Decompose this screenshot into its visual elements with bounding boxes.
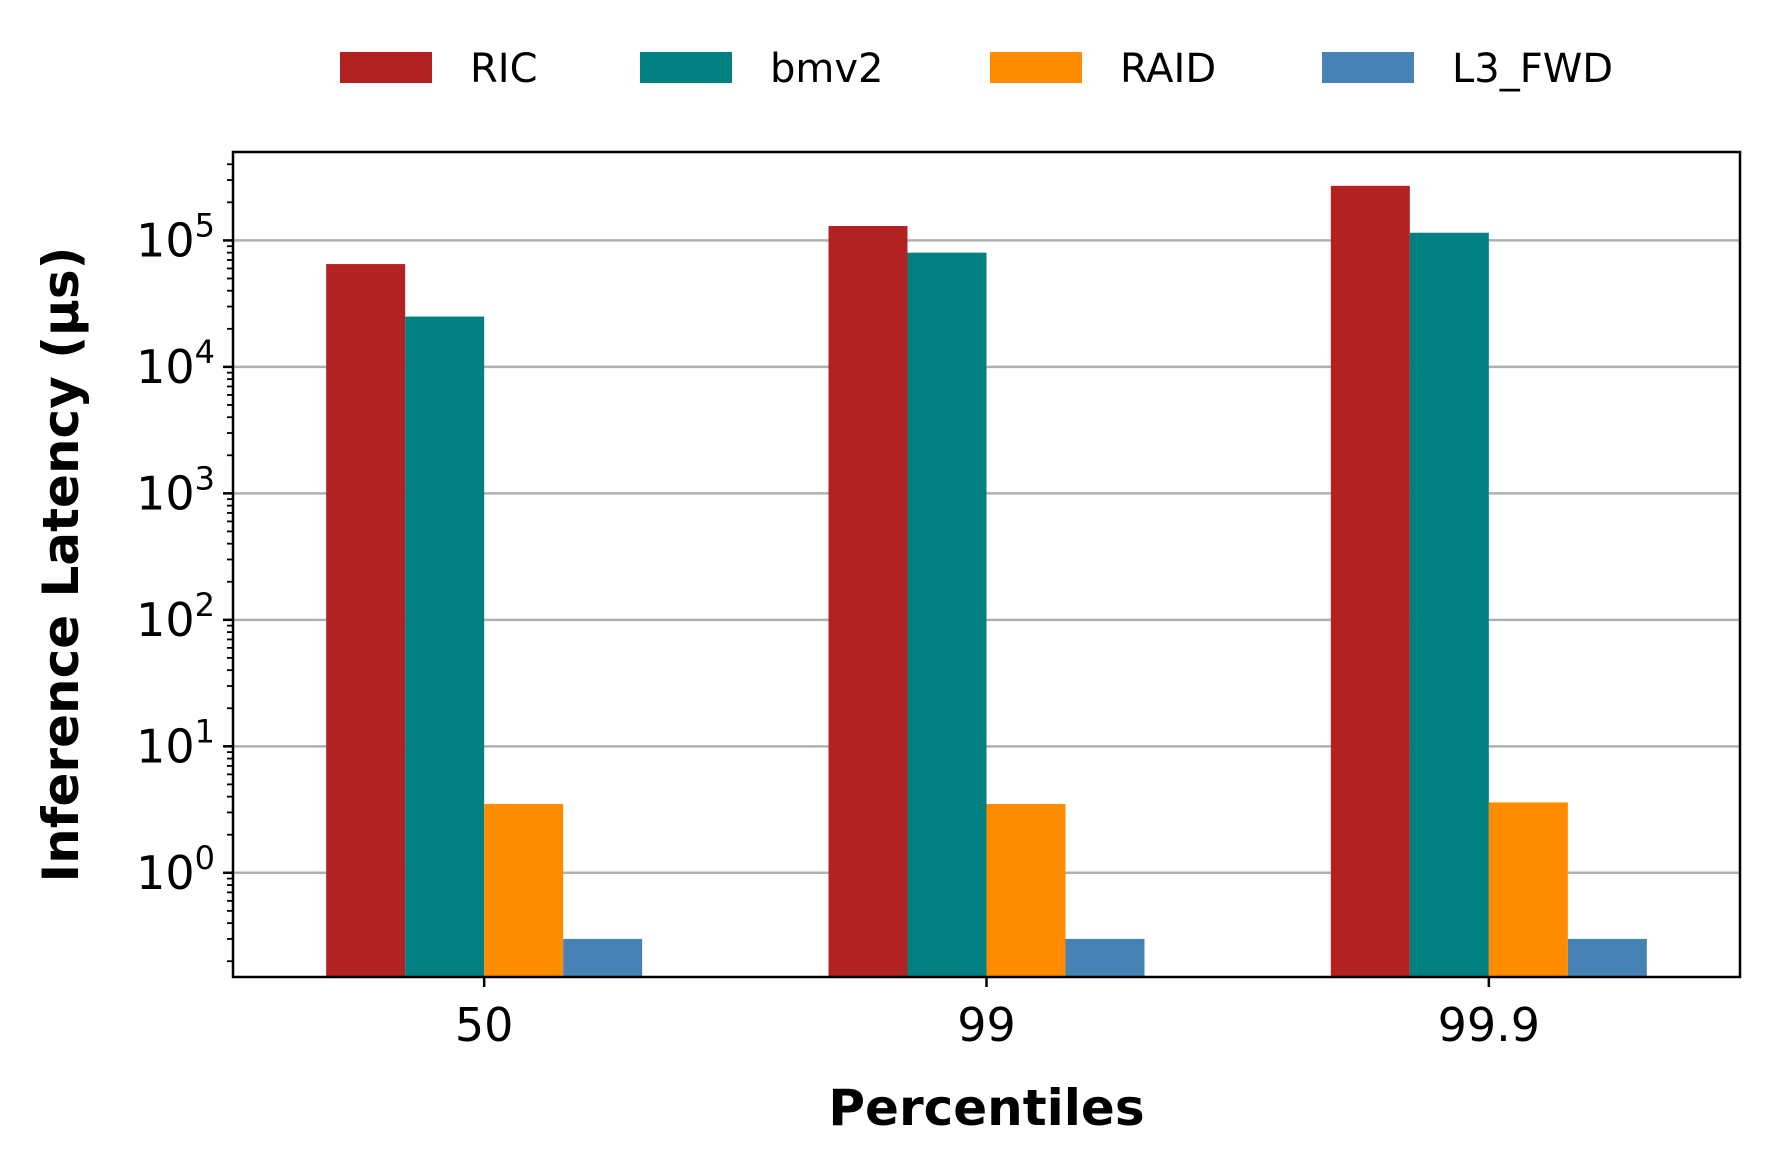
- legend-swatch-ric: [340, 52, 432, 83]
- bar-l3-fwd-99-9: [1567, 938, 1647, 977]
- bar-raid-99: [986, 803, 1066, 977]
- legend-label-ric: RIC: [470, 46, 538, 92]
- legend-label-l3-fwd: L3_FWD: [1452, 46, 1613, 92]
- bar-l3-fwd-99: [1065, 938, 1145, 977]
- x-axis-title: Percentiles: [828, 1079, 1144, 1137]
- bars: [326, 185, 1647, 978]
- y-tick-label: 100: [136, 839, 215, 900]
- legend-swatch-raid: [990, 52, 1082, 83]
- bar-ric-99-9: [1330, 185, 1410, 978]
- x-tick-label: 99: [957, 998, 1016, 1052]
- y-axis-title: Inference Latency (µs): [32, 247, 90, 883]
- bar-raid-99-9: [1488, 802, 1568, 977]
- x-axis: 50 99 99.9: [455, 977, 1540, 1052]
- y-tick-label: 105: [136, 206, 215, 267]
- y-tick-label: 101: [136, 712, 215, 773]
- legend: RIC bmv2 RAID L3_FWD: [340, 46, 1613, 92]
- bar-bmv2-99-9: [1409, 232, 1489, 978]
- legend-label-raid: RAID: [1120, 46, 1216, 92]
- bar-raid-50: [484, 803, 564, 977]
- bar-bmv2-50: [405, 316, 485, 978]
- bar-ric-99: [828, 225, 908, 978]
- legend-label-bmv2: bmv2: [770, 46, 883, 92]
- y-tick-label: 103: [136, 459, 215, 520]
- bar-ric-50: [326, 264, 406, 977]
- bar-l3-fwd-50: [563, 938, 643, 977]
- bar-bmv2-99: [907, 252, 987, 977]
- x-tick-label: 50: [455, 998, 514, 1052]
- y-axis: 100 101 102 103 104 105: [136, 163, 233, 963]
- legend-swatch-l3-fwd: [1322, 52, 1414, 83]
- legend-swatch-bmv2: [640, 52, 732, 83]
- y-tick-label: 102: [136, 586, 215, 647]
- y-tick-label: 104: [136, 333, 215, 394]
- x-tick-label: 99.9: [1438, 998, 1540, 1052]
